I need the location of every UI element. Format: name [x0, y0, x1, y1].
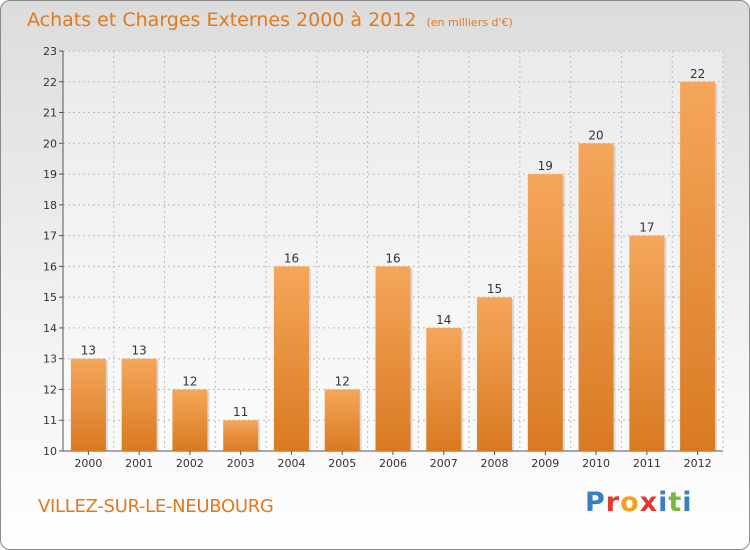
y-tick-label: 18: [43, 199, 57, 212]
logo-letter: P: [585, 487, 606, 518]
x-tick-label: 2009: [531, 457, 559, 470]
bar-value-label: 11: [233, 405, 248, 419]
bar: [121, 358, 157, 451]
bar-value-label: 19: [538, 159, 553, 173]
x-tick-label: 2006: [379, 457, 407, 470]
bar-value-label: 16: [284, 251, 299, 265]
bar-value-label: 20: [588, 128, 603, 142]
bar-value-label: 22: [690, 67, 705, 81]
x-tick-label: 2004: [277, 457, 305, 470]
bar-value-label: 17: [639, 221, 654, 235]
x-tick-label: 2008: [481, 457, 509, 470]
bar: [629, 235, 665, 451]
logo-letter: x: [639, 487, 659, 518]
commune-name: VILLEZ-SUR-LE-NEUBOURG: [38, 496, 274, 517]
bar: [477, 297, 513, 451]
y-tick-label: 20: [43, 137, 57, 150]
x-tick-label: 2000: [74, 457, 102, 470]
bar-value-label: 14: [436, 313, 451, 327]
bar-value-label: 13: [81, 344, 96, 358]
x-tick-label: 2007: [430, 457, 458, 470]
x-tick-label: 2011: [633, 457, 661, 470]
y-tick-label: 22: [43, 76, 57, 89]
bar: [223, 420, 259, 451]
proxiti-logo: Proxiti: [585, 487, 693, 518]
logo-letter: t: [668, 487, 683, 518]
x-tick-label: 2012: [684, 457, 712, 470]
logo-letter: o: [620, 487, 640, 518]
y-tick-label: 17: [43, 230, 57, 243]
title-row: Achats et Charges Externes 2000 à 2012 (e…: [27, 9, 513, 31]
bar-value-label: 12: [182, 374, 197, 388]
chart-title: Achats et Charges Externes 2000 à 2012: [27, 9, 417, 31]
bar: [273, 266, 309, 451]
y-tick-label: 23: [43, 45, 57, 58]
bar-value-label: 13: [132, 344, 147, 358]
logo-letter: i: [658, 487, 669, 518]
y-tick-label: 10: [43, 445, 57, 458]
y-tick-label: 13: [43, 353, 57, 366]
x-tick-label: 2003: [227, 457, 255, 470]
y-tick-label: 19: [43, 168, 57, 181]
bar: [680, 81, 716, 452]
y-tick-label: 16: [43, 260, 57, 273]
logo-letter: r: [605, 487, 621, 518]
y-tick-label: 14: [43, 322, 57, 335]
bar: [578, 143, 614, 452]
x-tick-label: 2010: [582, 457, 610, 470]
bar: [324, 389, 360, 451]
chart-subtitle: (en milliers d'€): [426, 16, 513, 29]
x-tick-label: 2002: [176, 457, 204, 470]
bar: [172, 389, 208, 451]
y-tick-label: 11: [43, 414, 57, 427]
bar: [70, 358, 106, 451]
logo-letter: i: [682, 487, 693, 518]
x-tick-label: 2005: [328, 457, 356, 470]
y-tick-label: 12: [43, 383, 57, 396]
x-tick-label: 2001: [125, 457, 153, 470]
bar: [426, 327, 462, 451]
bar-value-label: 15: [487, 282, 502, 296]
bar-value-label: 16: [385, 251, 400, 265]
bar: [375, 266, 411, 451]
y-tick-label: 15: [43, 291, 57, 304]
bar: [527, 174, 563, 452]
y-tick-label: 21: [43, 107, 57, 120]
bar-value-label: 12: [335, 374, 350, 388]
